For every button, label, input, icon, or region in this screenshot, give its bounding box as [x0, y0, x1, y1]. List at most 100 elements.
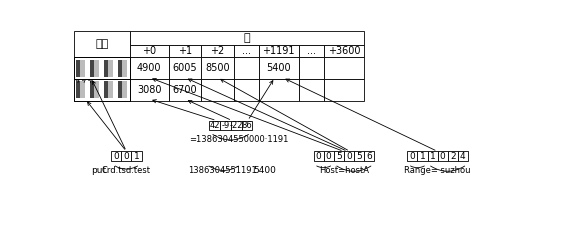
Text: 5400: 5400 — [266, 63, 291, 73]
Bar — [258, 45, 299, 58]
Bar — [258, 58, 299, 79]
Bar — [231, 121, 241, 130]
Bar — [118, 60, 122, 77]
Bar — [314, 152, 324, 161]
Text: 行键: 行键 — [95, 39, 108, 49]
Bar — [169, 79, 201, 101]
Bar — [90, 81, 94, 98]
Bar — [130, 45, 169, 58]
Bar — [76, 60, 80, 77]
Bar — [131, 152, 141, 161]
Bar — [234, 45, 258, 58]
Bar — [74, 79, 130, 101]
Bar — [407, 152, 417, 161]
Text: +2: +2 — [210, 46, 224, 56]
Bar — [99, 60, 103, 77]
Bar — [130, 31, 364, 45]
Bar — [130, 79, 169, 101]
Bar — [201, 45, 234, 58]
Bar — [113, 60, 118, 77]
Bar — [299, 58, 324, 79]
Bar — [76, 81, 80, 98]
Text: 6005: 6005 — [173, 63, 197, 73]
Bar — [108, 81, 113, 98]
Bar — [209, 121, 220, 130]
Bar — [417, 152, 428, 161]
Text: -9: -9 — [221, 121, 229, 130]
Text: 3080: 3080 — [137, 85, 161, 95]
Text: 1: 1 — [133, 152, 139, 160]
Bar — [108, 60, 113, 77]
Bar — [169, 45, 201, 58]
Bar — [169, 58, 201, 79]
Text: 2: 2 — [450, 152, 456, 160]
Bar — [85, 60, 90, 77]
Bar — [111, 152, 122, 161]
Bar — [334, 152, 344, 161]
Bar — [234, 58, 258, 79]
Text: +1: +1 — [178, 46, 192, 56]
Bar — [324, 152, 334, 161]
Text: +3600: +3600 — [328, 46, 360, 56]
Text: 0: 0 — [410, 152, 415, 160]
Bar — [113, 81, 118, 98]
Text: 1: 1 — [429, 152, 436, 160]
Bar — [103, 60, 108, 77]
Text: 8500: 8500 — [205, 63, 230, 73]
Text: 42: 42 — [209, 121, 220, 130]
Bar — [122, 60, 127, 77]
Bar — [241, 121, 252, 130]
Text: put: put — [91, 166, 106, 175]
Bar — [458, 152, 468, 161]
Bar — [130, 58, 169, 79]
Bar — [364, 152, 374, 161]
Text: 6700: 6700 — [173, 85, 197, 95]
Text: ...: ... — [241, 46, 250, 56]
Text: -22: -22 — [229, 121, 243, 130]
Text: 0: 0 — [114, 152, 119, 160]
Text: 0: 0 — [326, 152, 332, 160]
Bar — [234, 79, 258, 101]
Bar — [258, 79, 299, 101]
Text: 4900: 4900 — [137, 63, 161, 73]
Text: +0: +0 — [142, 46, 156, 56]
Bar — [80, 60, 85, 77]
Text: 4: 4 — [460, 152, 466, 160]
Text: 6: 6 — [366, 152, 372, 160]
Bar — [94, 81, 99, 98]
Bar — [299, 79, 324, 101]
Bar — [80, 81, 85, 98]
Text: 0: 0 — [346, 152, 352, 160]
Bar — [299, 45, 324, 58]
Bar — [99, 81, 103, 98]
Bar — [201, 79, 234, 101]
Bar — [122, 81, 127, 98]
Text: 0: 0 — [316, 152, 321, 160]
Bar — [74, 31, 130, 58]
Text: =1386304550000·1191: =1386304550000·1191 — [189, 135, 288, 144]
Text: 5: 5 — [356, 152, 362, 160]
Bar — [127, 60, 128, 77]
Text: 5400: 5400 — [253, 166, 276, 175]
Text: 0: 0 — [440, 152, 445, 160]
Text: +1191: +1191 — [262, 46, 295, 56]
Bar — [74, 58, 130, 79]
Bar — [74, 79, 130, 101]
Bar — [344, 152, 354, 161]
Bar — [448, 152, 458, 161]
Text: 列: 列 — [244, 33, 250, 43]
Bar — [103, 81, 108, 98]
Text: ...: ... — [307, 46, 316, 56]
Bar — [118, 81, 122, 98]
Bar — [122, 152, 131, 161]
Text: Range= suzhou: Range= suzhou — [404, 166, 471, 175]
Bar — [428, 152, 437, 161]
Bar — [437, 152, 448, 161]
Text: Host=hostA: Host=hostA — [319, 166, 369, 175]
Bar — [354, 152, 364, 161]
Text: 5: 5 — [336, 152, 341, 160]
Bar — [324, 45, 364, 58]
Bar — [90, 60, 94, 77]
Text: 1: 1 — [420, 152, 425, 160]
Text: Crd.tsd.test: Crd.tsd.test — [102, 166, 151, 175]
